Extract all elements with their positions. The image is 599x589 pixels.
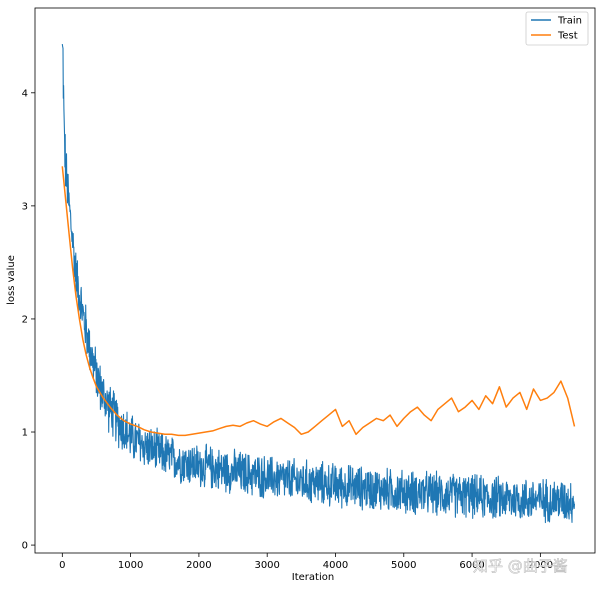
x-tick-label: 1000 bbox=[118, 560, 143, 571]
y-tick-label: 4 bbox=[22, 88, 28, 99]
plot-frame bbox=[34, 7, 596, 554]
y-tick-label: 3 bbox=[22, 201, 28, 212]
legend: Train Test bbox=[525, 11, 589, 46]
x-tick-label: 2000 bbox=[186, 560, 211, 571]
x-tick-label: 3000 bbox=[254, 560, 279, 571]
x-tick-label: 6000 bbox=[459, 560, 484, 571]
x-tick-label: 5000 bbox=[391, 560, 416, 571]
x-tick-label: 7000 bbox=[528, 560, 553, 571]
legend-label-test: Test bbox=[557, 31, 578, 42]
y-axis-label: loss value bbox=[6, 255, 17, 305]
legend-label-train: Train bbox=[557, 16, 582, 27]
series-line-test bbox=[61, 166, 576, 437]
x-tick-label: 0 bbox=[59, 560, 65, 571]
y-axis: 0 1 2 3 4 bbox=[22, 88, 35, 552]
y-tick-label: 2 bbox=[22, 314, 28, 325]
x-axis-label: Iteration bbox=[292, 572, 334, 583]
x-axis: 0 1000 2000 3000 4000 5000 6000 7000 bbox=[59, 553, 553, 571]
watermark: 知乎 @曲子酱 bbox=[473, 557, 568, 575]
y-tick-label: 0 bbox=[22, 541, 28, 552]
y-tick-label: 1 bbox=[22, 428, 28, 439]
series-line-train bbox=[61, 44, 576, 524]
series-layer bbox=[61, 44, 576, 524]
x-tick-label: 4000 bbox=[323, 560, 348, 571]
